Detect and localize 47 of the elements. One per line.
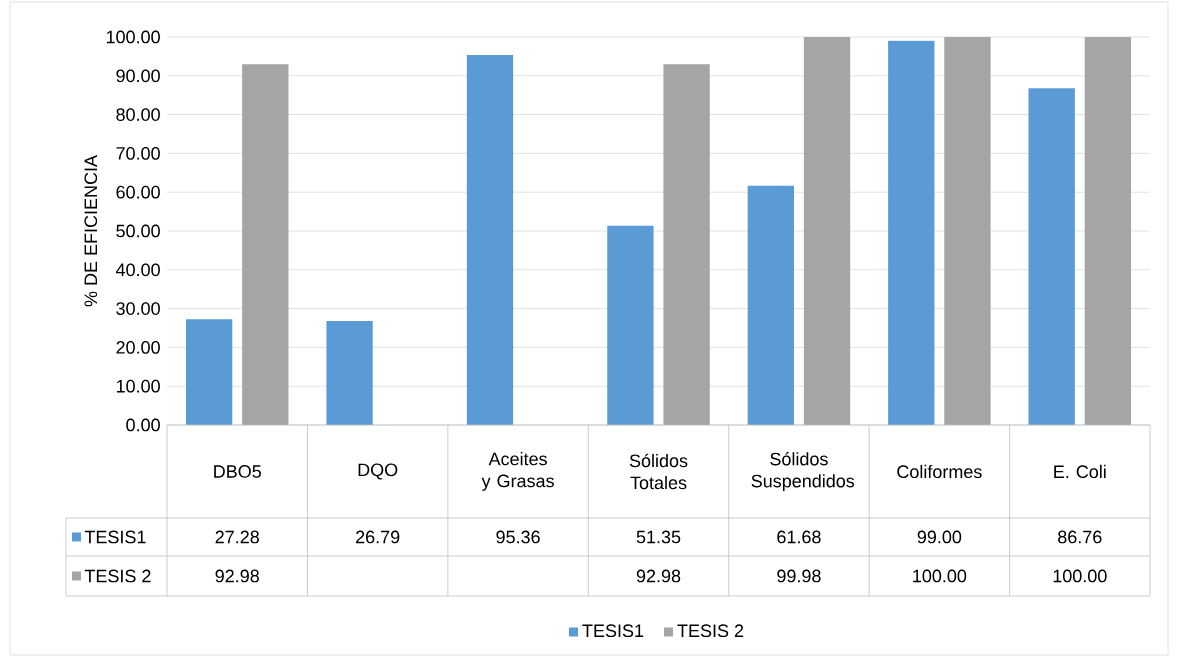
data-label: 99.98 — [777, 569, 821, 583]
data-label: 27.28 — [215, 530, 259, 544]
bar — [326, 321, 373, 425]
bar — [888, 40, 935, 425]
x-tick-label: Coliformes — [897, 464, 982, 479]
data-label: 92.98 — [215, 569, 259, 583]
data-label: 100.00 — [913, 569, 967, 583]
text: TESIS1 — [582, 624, 644, 638]
legend-label: TESIS 2 — [84, 569, 151, 583]
x-tick-label: Sólidos Suspendidos — [751, 451, 855, 491]
bar — [242, 64, 289, 425]
y-tick-label: 40.00 — [115, 263, 160, 277]
bar — [747, 185, 795, 425]
y-tick-label: 70.00 — [116, 147, 160, 160]
x-tick-label: DBO5 — [214, 465, 261, 478]
data-label: 86.76 — [1058, 530, 1102, 544]
y-tick-label: 10.00 — [116, 379, 160, 393]
bar — [607, 225, 654, 425]
bar — [1084, 36, 1132, 425]
bar — [466, 54, 514, 425]
legend-label: TESIS1 — [84, 530, 146, 544]
y-tick-label: 60.00 — [116, 185, 160, 199]
data-label: 26.79 — [356, 530, 400, 544]
text: TESIS 2 — [677, 624, 744, 638]
y-tick-label: 90.00 — [116, 69, 160, 83]
x-tick-label: Sólidos Totales — [629, 453, 688, 490]
y-tick-label: 20.00 — [116, 341, 160, 354]
y-tick-label: 100.00 — [106, 30, 160, 44]
bar — [944, 36, 991, 425]
x-tick-label: DQO — [358, 463, 398, 480]
data-label: 92.98 — [636, 569, 681, 583]
data-label: 51.35 — [636, 530, 681, 544]
x-tick-label: E. Coli — [1054, 464, 1106, 479]
y-tick-label: 50.00 — [116, 224, 160, 238]
x-tick-label: Aceites y Grasas — [481, 452, 554, 491]
y-tick-label: 80.00 — [116, 108, 160, 121]
bar — [185, 319, 233, 425]
data-label: 99.00 — [917, 530, 962, 544]
bar — [1028, 88, 1075, 425]
bar — [803, 37, 851, 425]
data-label: 100.00 — [1053, 569, 1107, 583]
data-label: 95.36 — [496, 530, 540, 544]
data-label: 61.68 — [777, 530, 821, 544]
bar — [663, 64, 710, 425]
y-tick-label: 0.00 — [126, 418, 160, 432]
y-axis-title: % DE EFICIENCIA — [84, 155, 98, 307]
y-tick-label: 30.00 — [116, 302, 160, 315]
